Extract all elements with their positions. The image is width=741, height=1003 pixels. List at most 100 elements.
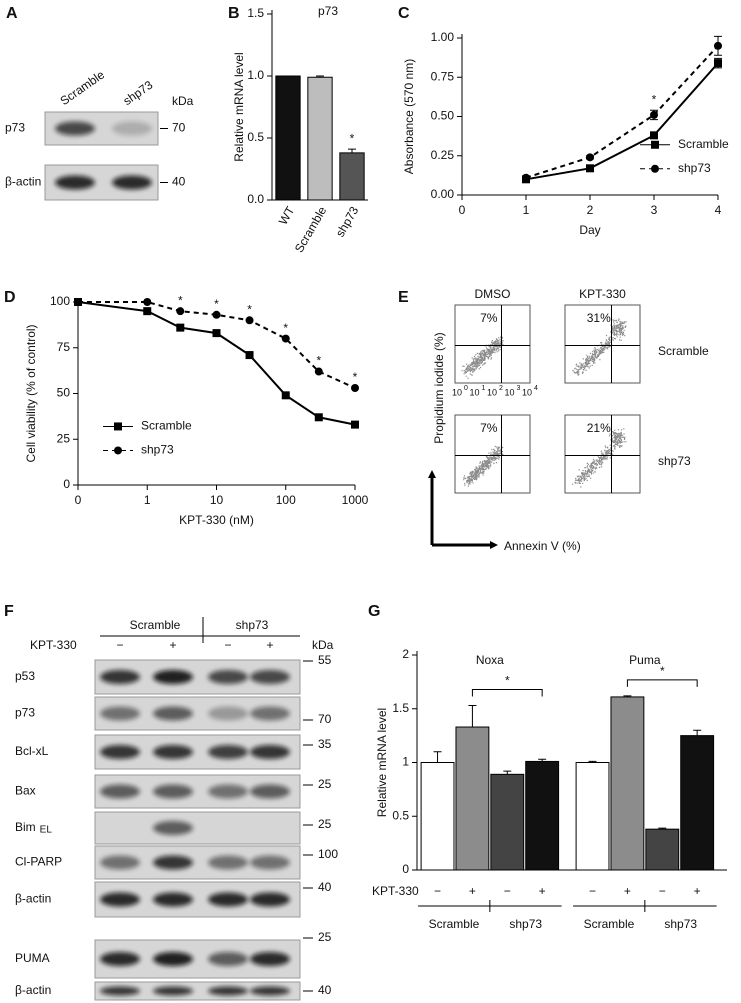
column-label: DMSO (475, 287, 511, 301)
bar (525, 760, 560, 871)
series-line (77, 301, 356, 426)
significance-label: * (660, 664, 665, 678)
band (153, 784, 193, 799)
band (112, 121, 152, 136)
y-axis-label: Cell viability (% of control) (24, 324, 38, 462)
tick-exponent: 0 (464, 385, 468, 392)
x-tick-label: 2 (587, 203, 594, 217)
y-tick-label: 0.75 (431, 69, 455, 83)
dot-cloud (461, 336, 505, 379)
annotation: * (283, 321, 288, 335)
band (100, 745, 140, 759)
band (100, 952, 140, 966)
panel-label: C (398, 5, 410, 22)
x-tick-label: 10 (210, 493, 224, 507)
sign-label: + (539, 884, 546, 898)
y-tick-label: 100 (50, 294, 70, 308)
band (153, 706, 193, 721)
row-label: Bax (15, 784, 36, 798)
data-point (650, 131, 658, 140)
annotation: * (316, 354, 321, 368)
unit-label: kDa (172, 94, 194, 108)
panel-label: B (228, 5, 240, 22)
data-point (586, 153, 594, 162)
data-point (281, 391, 290, 400)
y-tick-label: 50 (57, 386, 71, 400)
x-tick-label: Scramble (292, 204, 330, 255)
dot-cloud (572, 428, 627, 488)
percentage-label: 7% (480, 311, 498, 325)
x-tick-label: 0 (459, 203, 466, 217)
error-bar (623, 695, 632, 697)
tick-base: 10 (504, 387, 514, 397)
row-label: p73 (15, 706, 35, 720)
y-axis-label: Absorbance (570 nm) (402, 59, 416, 174)
y-axis-label: Relative mRNA level (375, 708, 389, 817)
marker-label: 40 (318, 880, 332, 894)
panel-label: A (6, 5, 18, 22)
band (208, 986, 248, 996)
significance-bracket (471, 689, 543, 697)
data-point (314, 367, 323, 376)
tick-exponent: 1 (482, 385, 486, 392)
panel-label: G (368, 603, 380, 620)
panel-label: F (4, 603, 14, 620)
row-label: β-actin (15, 983, 51, 997)
y-tick-label: 25 (57, 431, 71, 445)
band (100, 855, 140, 870)
significance-bracket (626, 679, 698, 687)
x-tick-label: 100 (276, 493, 296, 507)
band (112, 175, 152, 190)
y-tick-label: 0.5 (247, 130, 264, 144)
sign-label: − (116, 638, 123, 652)
annotation: * (652, 92, 657, 106)
legend-marker (114, 422, 122, 431)
y-tick-label: 75 (57, 340, 71, 354)
bar (645, 828, 680, 871)
row-label: β-actin (15, 892, 51, 906)
data-point (74, 298, 82, 306)
legend-label: shp73 (678, 161, 711, 175)
y-tick-label: 0 (63, 477, 70, 491)
panel-label: D (4, 289, 16, 306)
dot-cloud (463, 445, 504, 487)
panel-label: E (398, 289, 409, 306)
x-axis-label: KPT-330 (nM) (179, 513, 254, 527)
band (250, 892, 290, 907)
x-tick-label: 4 (715, 203, 722, 217)
band (250, 855, 290, 870)
band (208, 784, 248, 799)
bar (490, 773, 525, 871)
tick-base: 10 (522, 387, 532, 397)
data-point (714, 41, 722, 50)
tick-exponent: 3 (517, 385, 521, 392)
row-label: Cl-PARP (15, 855, 62, 869)
x-axis-label: Annexin V (%) (504, 539, 581, 553)
treatment-label: KPT-330 (372, 884, 419, 898)
band (208, 855, 248, 870)
band (153, 855, 193, 870)
group-title: Puma (629, 653, 661, 667)
unit-label: kDa (312, 638, 334, 652)
marker-label: 25 (318, 930, 332, 944)
legend-marker (651, 140, 659, 149)
x-tick-label: 1 (144, 493, 151, 507)
condition-label: shp73 (509, 917, 542, 931)
tick-base: 10 (452, 387, 462, 397)
data-point (586, 164, 594, 173)
band (208, 952, 248, 966)
band (55, 175, 95, 190)
y-tick-label: 0 (402, 862, 409, 876)
series-line (78, 301, 356, 389)
legend-label: Scramble (141, 419, 192, 433)
sign-label: − (504, 884, 511, 898)
marker-label: 25 (318, 817, 332, 831)
band (100, 986, 140, 996)
marker-label: 40 (318, 983, 332, 997)
legend-label: shp73 (141, 443, 174, 457)
dot-cloud (572, 318, 627, 376)
error-bar (503, 770, 512, 775)
bar (575, 762, 610, 871)
band (208, 892, 248, 907)
annotation: * (353, 370, 358, 384)
